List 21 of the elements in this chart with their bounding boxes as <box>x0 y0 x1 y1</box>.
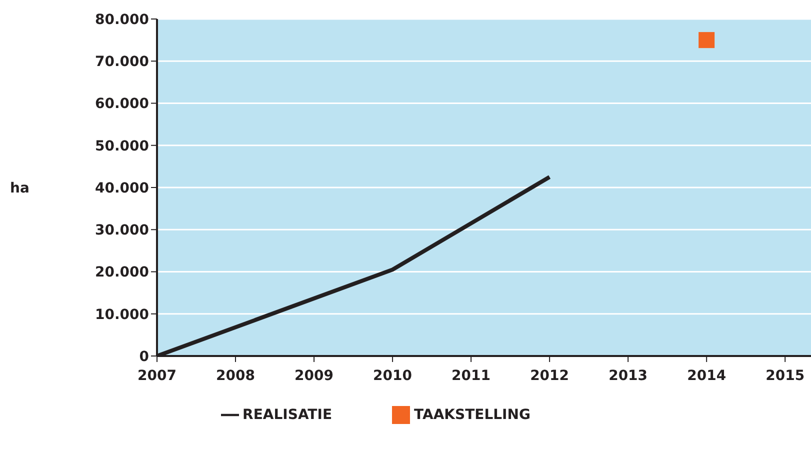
x-tick-label: 2007 <box>138 368 176 384</box>
y-tick-label: 40.000 <box>94 180 150 196</box>
y-tick-label: 20.000 <box>94 264 150 281</box>
y-tick-label: 70.000 <box>94 54 150 70</box>
y-tick-label: 50.000 <box>94 138 150 154</box>
x-tick-label: 2011 <box>452 368 491 384</box>
legend-label: TAAKSTELLING <box>414 407 530 423</box>
x-tick-label: 2009 <box>294 368 334 384</box>
y-tick-label: 80.000 <box>94 12 150 28</box>
y-tick-label: 10.000 <box>94 306 150 323</box>
x-tick-label: 2010 <box>373 368 412 384</box>
x-tick-label: 2013 <box>608 368 648 384</box>
y-tick-label: 30.000 <box>94 222 150 239</box>
x-tick-label: 2008 <box>216 368 255 384</box>
legend-label: REALISATIE <box>242 407 332 423</box>
y-tick-label: 0 <box>139 348 150 365</box>
y-axis-title: ha <box>10 180 30 196</box>
y-tick-label: 60.000 <box>94 96 150 112</box>
x-tick-label: 2015 <box>766 368 805 384</box>
x-tick-label: 2014 <box>687 368 726 384</box>
x-tick-label: 2012 <box>530 368 570 384</box>
